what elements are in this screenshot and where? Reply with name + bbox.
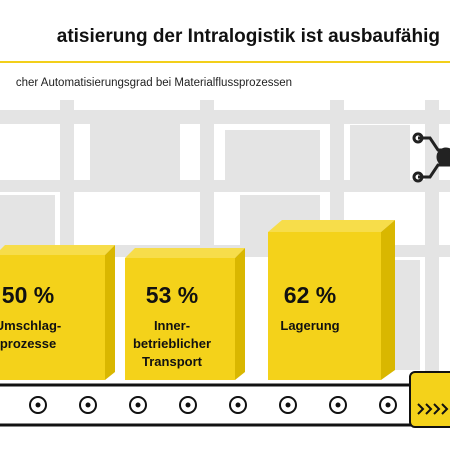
item-value: 62 % bbox=[284, 282, 336, 308]
item-label: betrieblicher bbox=[133, 336, 211, 351]
box bbox=[268, 220, 395, 380]
item-label: prozesse bbox=[0, 336, 56, 351]
box bbox=[125, 248, 245, 380]
subtitle: cher Automatisierungsgrad bei Materialfl… bbox=[16, 77, 292, 89]
shelves-background bbox=[0, 100, 450, 380]
item-label: Transport bbox=[142, 354, 203, 369]
item-label: Lagerung bbox=[280, 318, 339, 333]
item-label: Umschlag- bbox=[0, 318, 61, 333]
item-value: 50 % bbox=[2, 282, 54, 308]
robot-gripper bbox=[412, 132, 450, 183]
title: atisierung der Intralogistik ist ausbauf… bbox=[57, 26, 440, 47]
item-label: Inner- bbox=[154, 318, 190, 333]
conveyor bbox=[0, 371, 450, 428]
box bbox=[0, 245, 115, 380]
item-value: 53 % bbox=[146, 282, 198, 308]
